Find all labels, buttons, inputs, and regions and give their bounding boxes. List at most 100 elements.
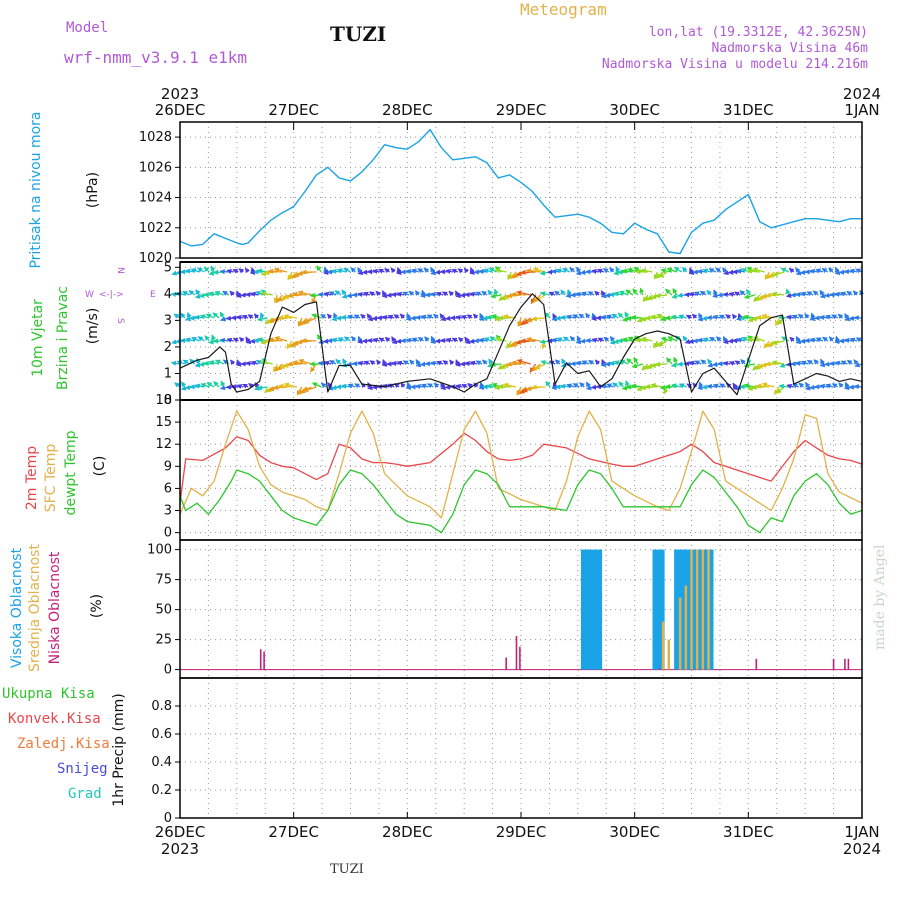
wind-arrow — [198, 361, 210, 367]
wind-arrow — [815, 337, 824, 343]
wind-arrow — [363, 360, 371, 366]
wind-arrow — [603, 336, 610, 343]
wind-arrow — [170, 360, 181, 366]
wind-arrow — [691, 313, 698, 320]
wind-arrow — [206, 382, 215, 388]
wind-arrow — [475, 291, 483, 297]
wind-arrow — [516, 358, 531, 365]
wind-arrow — [846, 291, 853, 297]
wind-arrow — [317, 292, 327, 298]
cloud-high-bar — [659, 549, 663, 670]
wind-arrow — [585, 338, 595, 344]
wind-arrow — [594, 359, 601, 366]
wind-arrow — [424, 336, 430, 342]
wind-arrow — [222, 290, 230, 296]
wind-arrow — [260, 291, 273, 297]
wind-arrow — [581, 360, 590, 366]
wind-arrow — [174, 382, 181, 388]
wind-arrow — [272, 384, 288, 391]
x-year-top-start: 2023 — [161, 85, 199, 103]
wind-arrow — [740, 358, 746, 365]
wind-arrow — [242, 383, 249, 389]
wind-arrow — [725, 314, 731, 320]
wind-arrow — [689, 267, 694, 274]
wind-arrow — [633, 356, 639, 365]
wind-arrow — [181, 381, 187, 388]
cloud-mid-bar — [695, 549, 699, 670]
wind-arrow — [654, 361, 668, 367]
cloud-mid-bar — [678, 597, 682, 670]
wind-arrow — [772, 271, 785, 277]
wind-arrow — [245, 336, 251, 343]
wind-arrow — [415, 315, 424, 321]
cloud-low-bar — [658, 668, 661, 670]
precip-legend-snow: Snijeg — [57, 761, 108, 777]
wind-arrow — [739, 384, 751, 390]
wind-arrow — [682, 335, 688, 342]
wind-arrow — [632, 288, 639, 296]
wind-arrow — [479, 381, 485, 388]
wind-arrow — [681, 266, 688, 273]
wind-arrow — [433, 382, 440, 389]
wind-arrow — [215, 359, 225, 365]
x-day-label-top: 31DEC — [723, 101, 774, 119]
wind-arrow — [732, 338, 741, 344]
cloud-high-bar — [692, 549, 696, 670]
wind-arrow — [597, 337, 605, 343]
wind-arrow — [765, 292, 780, 298]
wind-arrow — [238, 337, 245, 343]
wind-arrow — [188, 289, 196, 296]
wind-arrow — [455, 290, 460, 297]
wind-arrow — [427, 383, 434, 389]
wind-arrow — [609, 267, 615, 273]
wind-arrow — [482, 315, 492, 321]
wind-arrow — [761, 382, 775, 388]
y-tick-label: 0.8 — [151, 699, 172, 714]
wind-arrow — [852, 290, 859, 296]
wind-arrow — [230, 359, 236, 366]
wind-arrow — [368, 291, 376, 297]
wind-arrow — [382, 358, 388, 365]
wind-arrow — [351, 335, 357, 342]
wind-arrow — [722, 267, 728, 273]
wind-arrow — [384, 336, 391, 343]
wind-arrow — [399, 313, 406, 320]
wind-arrow — [180, 312, 186, 319]
wind-arrow — [697, 268, 707, 275]
wind-arrow — [226, 337, 234, 343]
x-day-label-bottom: 29DEC — [496, 823, 547, 841]
wind-arrow — [825, 383, 834, 389]
wind-arrow — [253, 313, 260, 319]
wind-arrow — [351, 361, 361, 367]
y-tick-label: 100 — [147, 543, 172, 558]
wind-arrow — [259, 312, 265, 319]
wind-arrow — [303, 317, 317, 324]
wind-arrow — [244, 267, 251, 274]
cloud-mid-bar — [690, 549, 693, 670]
wind-arrow — [493, 288, 499, 296]
wind-arrow — [618, 381, 624, 388]
wind-arrow — [455, 359, 461, 365]
cloud-low-bar — [847, 658, 850, 670]
wind-arrow — [323, 266, 329, 273]
wind-arrow — [475, 360, 483, 366]
wind-arrow — [554, 359, 561, 365]
wind-arrow — [569, 267, 576, 273]
wind-arrow — [678, 314, 687, 320]
wind-arrow — [751, 384, 765, 390]
wind-arrow — [213, 380, 220, 388]
wind-arrow — [426, 314, 434, 320]
wind-arrow — [601, 358, 607, 365]
wind-arrow — [415, 290, 421, 296]
y-tick-label: 4 — [164, 287, 172, 302]
wind-arrow — [625, 289, 634, 296]
cloud-mid-bar — [707, 549, 710, 670]
wind-arrow — [795, 335, 801, 342]
wind-arrow — [451, 337, 458, 343]
wind-arrow — [211, 334, 217, 342]
wind-arrow — [487, 289, 493, 296]
wind-arrow — [562, 336, 571, 342]
cloud-high-bar — [687, 549, 691, 670]
wind-arrow — [707, 358, 713, 365]
wind-arrow — [436, 360, 444, 366]
